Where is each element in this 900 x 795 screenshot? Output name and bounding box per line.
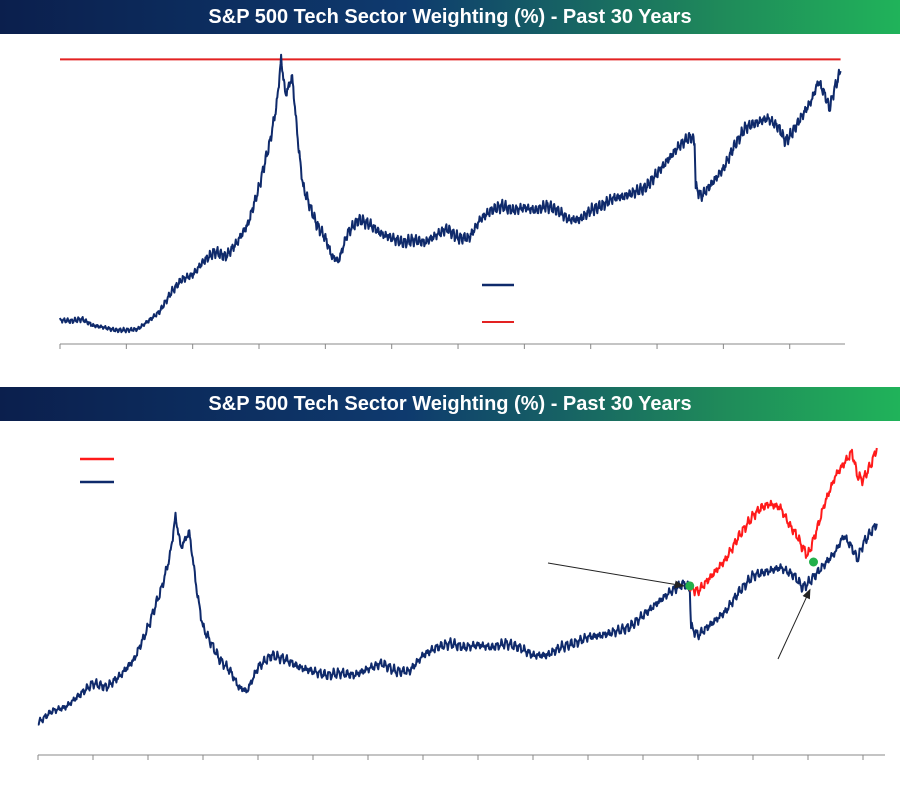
reclassification-marker (685, 581, 695, 591)
actual-weight-line (37, 511, 878, 726)
without-changes-line (689, 447, 878, 597)
bottom-chart-title: S&P 500 Tech Sector Weighting (%) - Past… (0, 387, 900, 421)
current-weight-line (59, 53, 842, 334)
annotation-2018-arrow (547, 562, 685, 589)
bottom-chart (37, 447, 885, 760)
annotation-2023-arrow (777, 588, 811, 660)
top-chart-title: S&P 500 Tech Sector Weighting (%) - Past… (0, 0, 900, 34)
reclassification-marker (809, 557, 818, 567)
top-chart (59, 53, 845, 349)
